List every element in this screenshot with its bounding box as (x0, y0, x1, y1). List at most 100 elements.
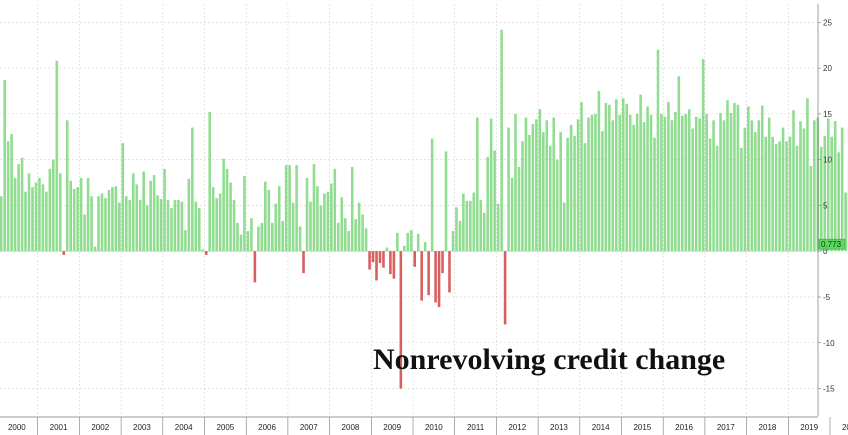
grid-lines (0, 4, 816, 416)
bar (635, 113, 639, 252)
bar (781, 127, 785, 252)
bar (396, 232, 399, 252)
bar (743, 127, 747, 252)
bar (514, 113, 517, 252)
bar (232, 199, 236, 252)
bar (97, 196, 100, 252)
bar (413, 251, 417, 267)
bar (694, 116, 698, 252)
bar (531, 123, 535, 252)
bar (517, 166, 521, 252)
last-value-box (818, 238, 846, 250)
bar (771, 136, 774, 252)
y-tick-label: -5 (823, 293, 831, 302)
bar (191, 127, 194, 252)
bar (298, 226, 302, 252)
y-tick-label: 15 (823, 110, 832, 119)
bar (653, 137, 656, 252)
bar (840, 127, 844, 252)
bar (409, 230, 413, 252)
bar (59, 173, 62, 252)
bar (375, 251, 378, 281)
bar (149, 180, 152, 252)
bar (0, 196, 3, 252)
bar (316, 186, 319, 252)
bar (493, 150, 496, 252)
bar (597, 90, 601, 252)
bar (274, 203, 278, 252)
bar (204, 251, 208, 255)
bar (13, 177, 17, 252)
y-tick-label: -15 (823, 385, 835, 394)
bar (159, 199, 163, 252)
bar (826, 118, 830, 252)
bar (667, 101, 670, 252)
bar (187, 178, 191, 252)
bar (604, 102, 608, 252)
bar (225, 168, 229, 252)
bar (145, 205, 149, 252)
bar (93, 246, 97, 252)
bar (364, 228, 368, 252)
bar (173, 199, 177, 252)
bar (427, 251, 430, 296)
bar (503, 251, 507, 325)
bar (20, 157, 24, 252)
bar (399, 251, 403, 389)
bar (535, 119, 538, 252)
bar (767, 117, 771, 252)
bar (806, 98, 809, 252)
x-tick-label: 2006 (258, 423, 276, 432)
bar (152, 175, 156, 252)
bar (270, 222, 274, 252)
bar (684, 113, 688, 252)
bar (837, 152, 840, 252)
bar (608, 104, 611, 252)
x-tick-label: 2005 (216, 423, 234, 432)
bar (792, 110, 795, 252)
bar (576, 119, 580, 252)
bar (333, 168, 337, 252)
bar (757, 120, 761, 252)
bar (243, 176, 246, 252)
bar (208, 112, 211, 252)
bar (27, 173, 31, 252)
bar (295, 165, 298, 252)
bar (708, 138, 712, 252)
bar (41, 184, 45, 252)
bar (382, 251, 385, 268)
bar (156, 195, 159, 252)
bar (687, 109, 691, 252)
bar (469, 200, 472, 252)
bar (406, 232, 410, 252)
bar (79, 177, 83, 252)
bar (542, 132, 545, 252)
bar (712, 120, 715, 252)
bar (368, 251, 371, 270)
bar (83, 214, 86, 252)
y-tick-label: 20 (823, 64, 832, 73)
bar (774, 144, 778, 252)
bar (656, 49, 660, 252)
bar (476, 117, 479, 252)
bar (820, 146, 823, 252)
bar (10, 134, 13, 252)
x-tick-label: 2011 (467, 423, 485, 432)
bar (246, 231, 250, 252)
bar (62, 251, 66, 255)
bar (764, 136, 767, 252)
x-tick-label: 2002 (91, 423, 109, 432)
bar (24, 191, 27, 252)
bar (632, 124, 635, 252)
bar (215, 198, 218, 252)
bar (236, 222, 239, 252)
bar (135, 184, 139, 252)
bar (548, 145, 552, 252)
y-tick-label: 5 (823, 201, 828, 210)
bar (573, 135, 576, 252)
bar (726, 100, 729, 252)
bar (698, 118, 701, 252)
bar (455, 207, 458, 252)
bar (594, 113, 597, 252)
bar (813, 120, 816, 252)
